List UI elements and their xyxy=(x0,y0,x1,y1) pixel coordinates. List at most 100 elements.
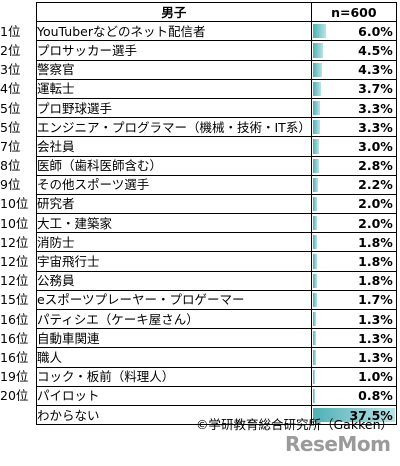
value-cell: 2.0% xyxy=(310,193,397,215)
value-bar xyxy=(312,331,316,346)
resemom-logo: ReseMom xyxy=(285,432,391,456)
value-cell: 3.0% xyxy=(310,136,397,157)
value-label: 1.3% xyxy=(358,349,393,365)
value-label: 2.8% xyxy=(358,158,393,174)
value-label: 1.3% xyxy=(358,330,393,346)
rank-label: 19位 xyxy=(0,369,29,385)
occupation-label: プロサッカー選手 xyxy=(36,40,312,61)
value-label: 1.7% xyxy=(358,292,393,308)
rank-label: 20位 xyxy=(0,388,29,404)
value-label: 37.5% xyxy=(349,407,393,423)
value-cell: 1.3% xyxy=(310,328,397,349)
value-bar xyxy=(312,312,316,327)
value-bar xyxy=(312,216,318,231)
ranking-table: 男子 n=600 1位 YouTuberなどのネット配信者 6.0% 2位 プロサッカー… xyxy=(0,1,397,426)
rank-label: 15位 xyxy=(0,292,29,308)
occupation-label: 会社員 xyxy=(36,136,312,157)
value-bar xyxy=(312,158,319,173)
table-row: 1位 YouTuberなどのネット配信者 6.0% xyxy=(0,21,397,42)
occupation-label: 宇宙飛行士 xyxy=(36,251,312,272)
occupation-label: 医師（歯科医師含む） xyxy=(36,155,312,176)
table-row: 16位 職人 1.3% xyxy=(0,347,397,368)
occupation-label: 公務員 xyxy=(36,270,312,291)
table-body: 1位 YouTuberなどのネット配信者 6.0% 2位 プロサッカー選手 4.5% 3位警… xyxy=(0,21,397,426)
value-label: 1.0% xyxy=(358,369,393,385)
rank-label: 5位 xyxy=(0,119,21,135)
value-cell: 2.2% xyxy=(310,174,397,195)
value-label: 2.2% xyxy=(358,177,393,193)
occupation-label: コック・板前（料理人） xyxy=(36,366,312,387)
rank-label: 8位 xyxy=(0,158,21,174)
occupation-label: エンジニア・プログラマー（機械・技術・IT系） xyxy=(36,117,312,138)
copyright-credit: ©学研教育総合研究所（Gakken） xyxy=(196,417,393,432)
rank-label: 12位 xyxy=(0,254,29,270)
occupation-label: プロ野球選手 xyxy=(36,97,312,119)
table-row: 10位 大工・建築家 2.0% xyxy=(0,213,397,234)
value-bar xyxy=(312,196,318,212)
occupation-label: その他スポーツ選手 xyxy=(36,174,312,195)
occupation-label: わからない xyxy=(36,404,312,426)
value-bar xyxy=(312,43,323,58)
rank-label: 9位 xyxy=(0,177,21,193)
category-header: 男子 xyxy=(36,1,312,23)
value-label: 3.3% xyxy=(358,100,393,116)
table-header-row: 男子 n=600 xyxy=(0,1,397,23)
rank-label: 10位 xyxy=(0,196,29,212)
occupation-label: 運転士 xyxy=(36,78,312,99)
value-label: 2.0% xyxy=(358,215,393,231)
value-bar xyxy=(312,273,317,288)
occupation-label: パイロット xyxy=(36,385,312,406)
table-row: 3位 警察官 4.3% xyxy=(0,59,397,80)
rank-label: 16位 xyxy=(0,349,29,365)
table-row: わからない 37.5% xyxy=(0,404,397,426)
value-label: 4.5% xyxy=(358,42,393,58)
value-bar xyxy=(312,81,321,96)
value-label: 3.3% xyxy=(358,119,393,135)
value-bar xyxy=(312,369,315,384)
value-cell: 3.3% xyxy=(310,117,397,138)
table-row: 7位 会社員 3.0% xyxy=(0,136,397,157)
occupation-label: YouTuberなどのネット配信者 xyxy=(36,21,312,42)
value-cell: 0.8% xyxy=(310,385,397,406)
table-row: 12位 公務員 1.8% xyxy=(0,270,397,291)
occupation-label: 消防士 xyxy=(36,232,312,253)
rank-label: 1位 xyxy=(0,23,21,39)
value-label: 1.8% xyxy=(358,254,393,270)
value-cell: 4.3% xyxy=(310,59,397,80)
occupation-label: 大工・建築家 xyxy=(36,213,312,234)
value-label: 1.8% xyxy=(358,273,393,289)
table-row: 2位 プロサッカー選手 4.5% xyxy=(0,40,397,61)
rank-label: 12位 xyxy=(0,273,29,289)
table-row: 15位 eスポーツプレーヤー・プロゲーマー 1.7% xyxy=(0,289,397,311)
rank-label: 10位 xyxy=(0,215,29,231)
table-row: 5位 プロ野球選手 3.3% xyxy=(0,97,397,119)
value-bar xyxy=(312,235,317,250)
occupation-label: 自動車関連 xyxy=(36,328,312,349)
occupation-label: eスポーツプレーヤー・プロゲーマー xyxy=(36,289,312,311)
value-cell: 1.3% xyxy=(310,347,397,368)
value-bar xyxy=(312,139,320,154)
value-cell: 2.0% xyxy=(310,213,397,234)
table-row: 20位 パイロット 0.8% xyxy=(0,385,397,406)
rank-label xyxy=(0,405,37,424)
rank-label: 4位 xyxy=(0,81,21,97)
value-bar xyxy=(312,62,323,77)
value-bar xyxy=(312,100,321,116)
rank-label: 2位 xyxy=(0,42,21,58)
value-bar xyxy=(312,24,326,39)
rank-header xyxy=(0,3,37,22)
rank-label: 5位 xyxy=(0,100,21,116)
value-cell: 1.8% xyxy=(310,232,397,253)
value-cell: 3.3% xyxy=(310,97,397,119)
table-row: 12位 消防士 1.8% xyxy=(0,232,397,253)
rank-label: 3位 xyxy=(0,62,21,78)
table-row: 10位 研究者 2.0% xyxy=(0,193,397,215)
sample-size-header: n=600 xyxy=(310,1,397,23)
table-row: 16位 自動車関連 1.3% xyxy=(0,328,397,349)
value-label: 1.8% xyxy=(358,234,393,250)
table-row: 12位 宇宙飛行士 1.8% xyxy=(0,251,397,272)
table-row: 16位 パティシエ（ケーキ屋さん） 1.3% xyxy=(0,308,397,330)
rank-label: 16位 xyxy=(0,311,29,327)
value-label: 1.3% xyxy=(358,311,393,327)
table-row: 8位 医師（歯科医師含む） 2.8% xyxy=(0,155,397,176)
